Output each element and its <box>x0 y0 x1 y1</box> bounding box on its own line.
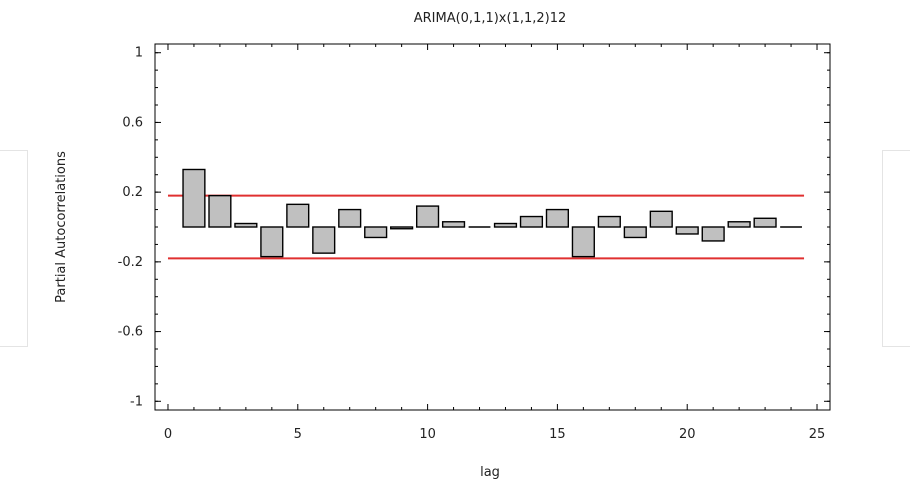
bar <box>208 194 232 228</box>
y-tick-label: 1 <box>135 46 143 61</box>
x-tick-label: 15 <box>549 427 566 442</box>
bar <box>312 226 336 254</box>
axis-ticks: 1 0.6 0.2 -0.2 -0.6 -1 0 5 10 15 20 25 <box>118 44 830 442</box>
bar <box>623 226 647 239</box>
y-tick-label: 0.2 <box>122 185 143 200</box>
bar <box>415 205 440 228</box>
bar <box>519 215 544 228</box>
x-tick-label: 20 <box>679 427 696 442</box>
bar <box>649 210 673 228</box>
bar <box>545 208 570 228</box>
y-tick-label: 0.6 <box>122 115 143 130</box>
bar <box>390 226 414 230</box>
left-side-tab <box>0 150 28 347</box>
x-tick-label: 5 <box>294 427 302 442</box>
bar <box>675 226 699 235</box>
x-tick-label: 0 <box>164 427 172 442</box>
bar <box>364 226 388 239</box>
x-tick-label: 25 <box>809 427 826 442</box>
bar <box>571 226 595 258</box>
bar <box>286 203 310 228</box>
bar <box>260 226 284 258</box>
y-tick-label: -0.6 <box>118 325 143 340</box>
x-axis-label: lag <box>480 465 500 480</box>
bar-series <box>182 168 802 258</box>
bar <box>182 168 206 228</box>
bar <box>597 215 621 228</box>
chart-title: ARIMA(0,1,1)x(1,1,2)12 <box>414 11 567 26</box>
bar <box>727 221 751 228</box>
right-side-tab <box>882 150 910 347</box>
confidence-limits <box>167 194 805 260</box>
bar <box>701 226 725 242</box>
bar <box>338 208 362 228</box>
y-tick-label: -0.2 <box>118 255 143 270</box>
bar <box>234 222 258 228</box>
y-axis-label: Partial Autocorrelations <box>54 151 69 303</box>
bar <box>753 217 777 228</box>
bar <box>441 221 466 228</box>
bar <box>493 222 518 228</box>
y-tick-label: -1 <box>130 394 143 409</box>
x-tick-label: 10 <box>419 427 436 442</box>
